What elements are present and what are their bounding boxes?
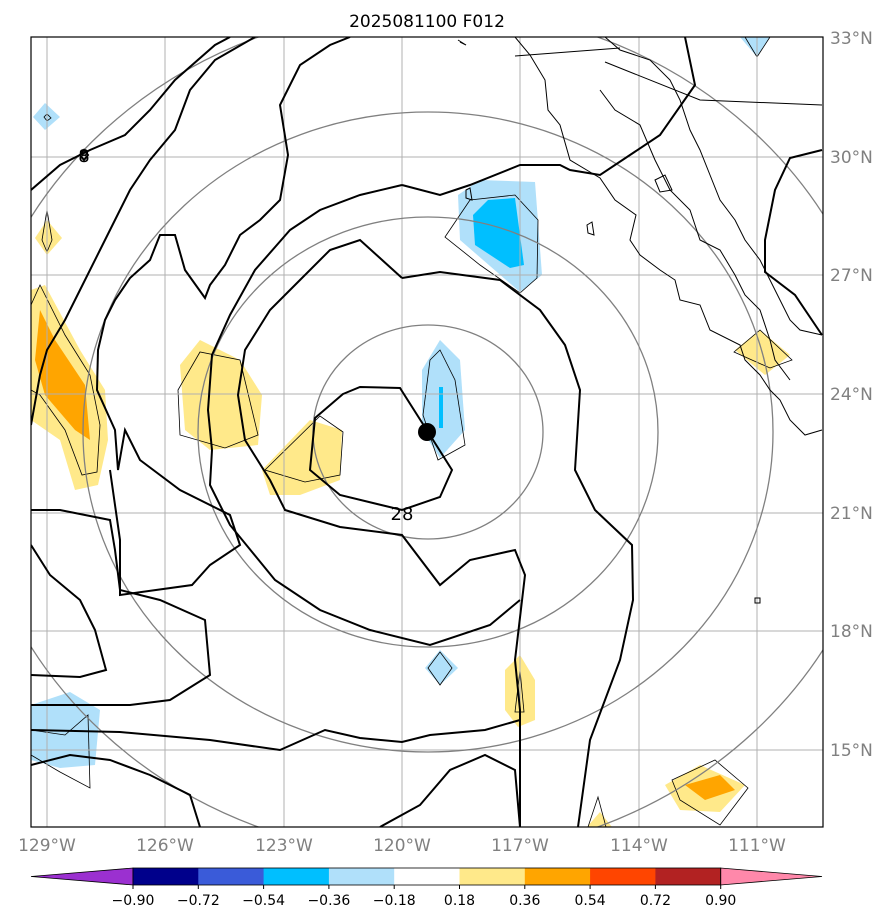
lon-label: 123°W [255,836,313,856]
positive-anomaly-patch [587,812,612,827]
lat-label: 18°N [830,622,873,642]
anomaly-outline [427,651,453,686]
colorbar-segment [655,868,722,885]
positive-anomaly-patch [685,775,735,800]
anomaly-outline [444,194,539,294]
anomaly-outline [41,209,53,254]
negative-anomaly-patch [439,387,443,428]
colorbar-tick-label: −0.36 [307,893,350,909]
contour-line [379,753,521,827]
colorbar-segment [459,868,526,885]
contour-line [31,509,212,706]
island [586,221,595,236]
lat-label: 24°N [830,385,873,405]
contour-line [78,148,90,162]
colorbar-outline [132,867,722,886]
contour-line [236,238,527,827]
contour-line [31,544,108,679]
contour-line [401,37,697,197]
anomaly-outline [422,349,466,461]
lon-label: 129°W [18,836,76,856]
positive-anomaly-patch [262,420,342,495]
anomaly-outline [43,113,52,122]
contour-line [206,184,521,647]
pressure-contours [31,37,823,827]
colorbar-tick-label: −0.54 [242,893,285,909]
contour-label: 28 [391,504,414,525]
coastline-gulf [599,89,791,381]
colorbar-tick-label: 0.72 [640,893,671,909]
island [654,174,673,193]
gridlines [31,37,823,827]
anomaly-outline [587,795,607,827]
lon-label: 117°W [491,836,549,856]
map-frame [30,36,824,828]
colorbar-extend-low [30,867,134,886]
anomaly-outline [177,351,259,449]
colorbar-extend-high [720,867,823,886]
coastline-mainland [604,37,823,336]
contour-line [95,37,351,597]
colorbar-segment [133,868,199,885]
contour-line [308,385,454,512]
contour-line [31,719,521,752]
coastline-baja [514,37,823,436]
colorbar-segment [263,868,330,885]
lon-label: 126°W [136,836,194,856]
longitude-labels: 129°W 126°W 123°W 120°W 117°W 114°W 111°… [18,836,786,856]
lat-label: 21°N [830,504,873,524]
negative-anomaly-patch [425,650,458,685]
lon-label: 114°W [610,836,668,856]
colorbar-tick-label: 0.36 [509,893,540,909]
colorbar-tick-label: −0.90 [112,893,155,909]
lon-label: 111°W [728,836,786,856]
negative-anomaly-patch [473,198,524,268]
lon-label: 120°W [373,836,431,856]
colorbar-segment [328,868,395,885]
anomaly-outline [671,759,749,826]
colorbar-tick-label: 0.90 [705,893,736,909]
island [465,187,473,201]
map-plot-area [31,37,823,827]
colorbar-segment [524,868,591,885]
coastline [457,37,823,604]
positive-anomaly-patch [35,220,62,255]
contour-line [31,37,231,191]
contour-line [401,270,635,827]
island [457,39,467,46]
colorbar-tick-label: −0.18 [373,893,416,909]
anomaly-outline [264,415,344,483]
positive-anomaly-patch [35,310,90,440]
anomaly-outline [31,714,91,789]
colorbar-segment [198,868,265,885]
contour-line [31,753,201,827]
lat-label: 33°N [830,29,873,49]
island [754,597,761,604]
contour-label: 8 [78,146,89,167]
lat-label: 27°N [830,266,873,286]
colorbar: −0.90 −0.72 −0.54 −0.36 −0.18 0.18 0.36 0.54 0.7… [30,867,823,909]
map-title: 2025081100 F012 [349,12,505,32]
shaded-fields [31,37,790,827]
contour-line [764,149,823,336]
latitude-labels: 33°N 30°N 27°N 24°N 21°N 18°N 15°N [830,29,873,761]
anomaly-outline [733,329,793,369]
border-line [514,47,621,57]
negative-anomaly-patch [740,37,770,57]
colorbar-tick-label: 0.18 [444,893,475,909]
anomaly-outlines [31,37,793,827]
storm-center-marker [418,423,436,441]
anomaly-outline [31,284,101,476]
contour-line [31,37,256,426]
colorbar-tick-label: 0.54 [575,893,606,909]
lat-label: 15°N [830,741,873,761]
colorbar-tick-label: −0.72 [177,893,220,909]
lat-label: 30°N [830,148,873,168]
colorbar-segment [394,868,460,885]
colorbar-segment [590,868,656,885]
border-line [604,61,823,106]
